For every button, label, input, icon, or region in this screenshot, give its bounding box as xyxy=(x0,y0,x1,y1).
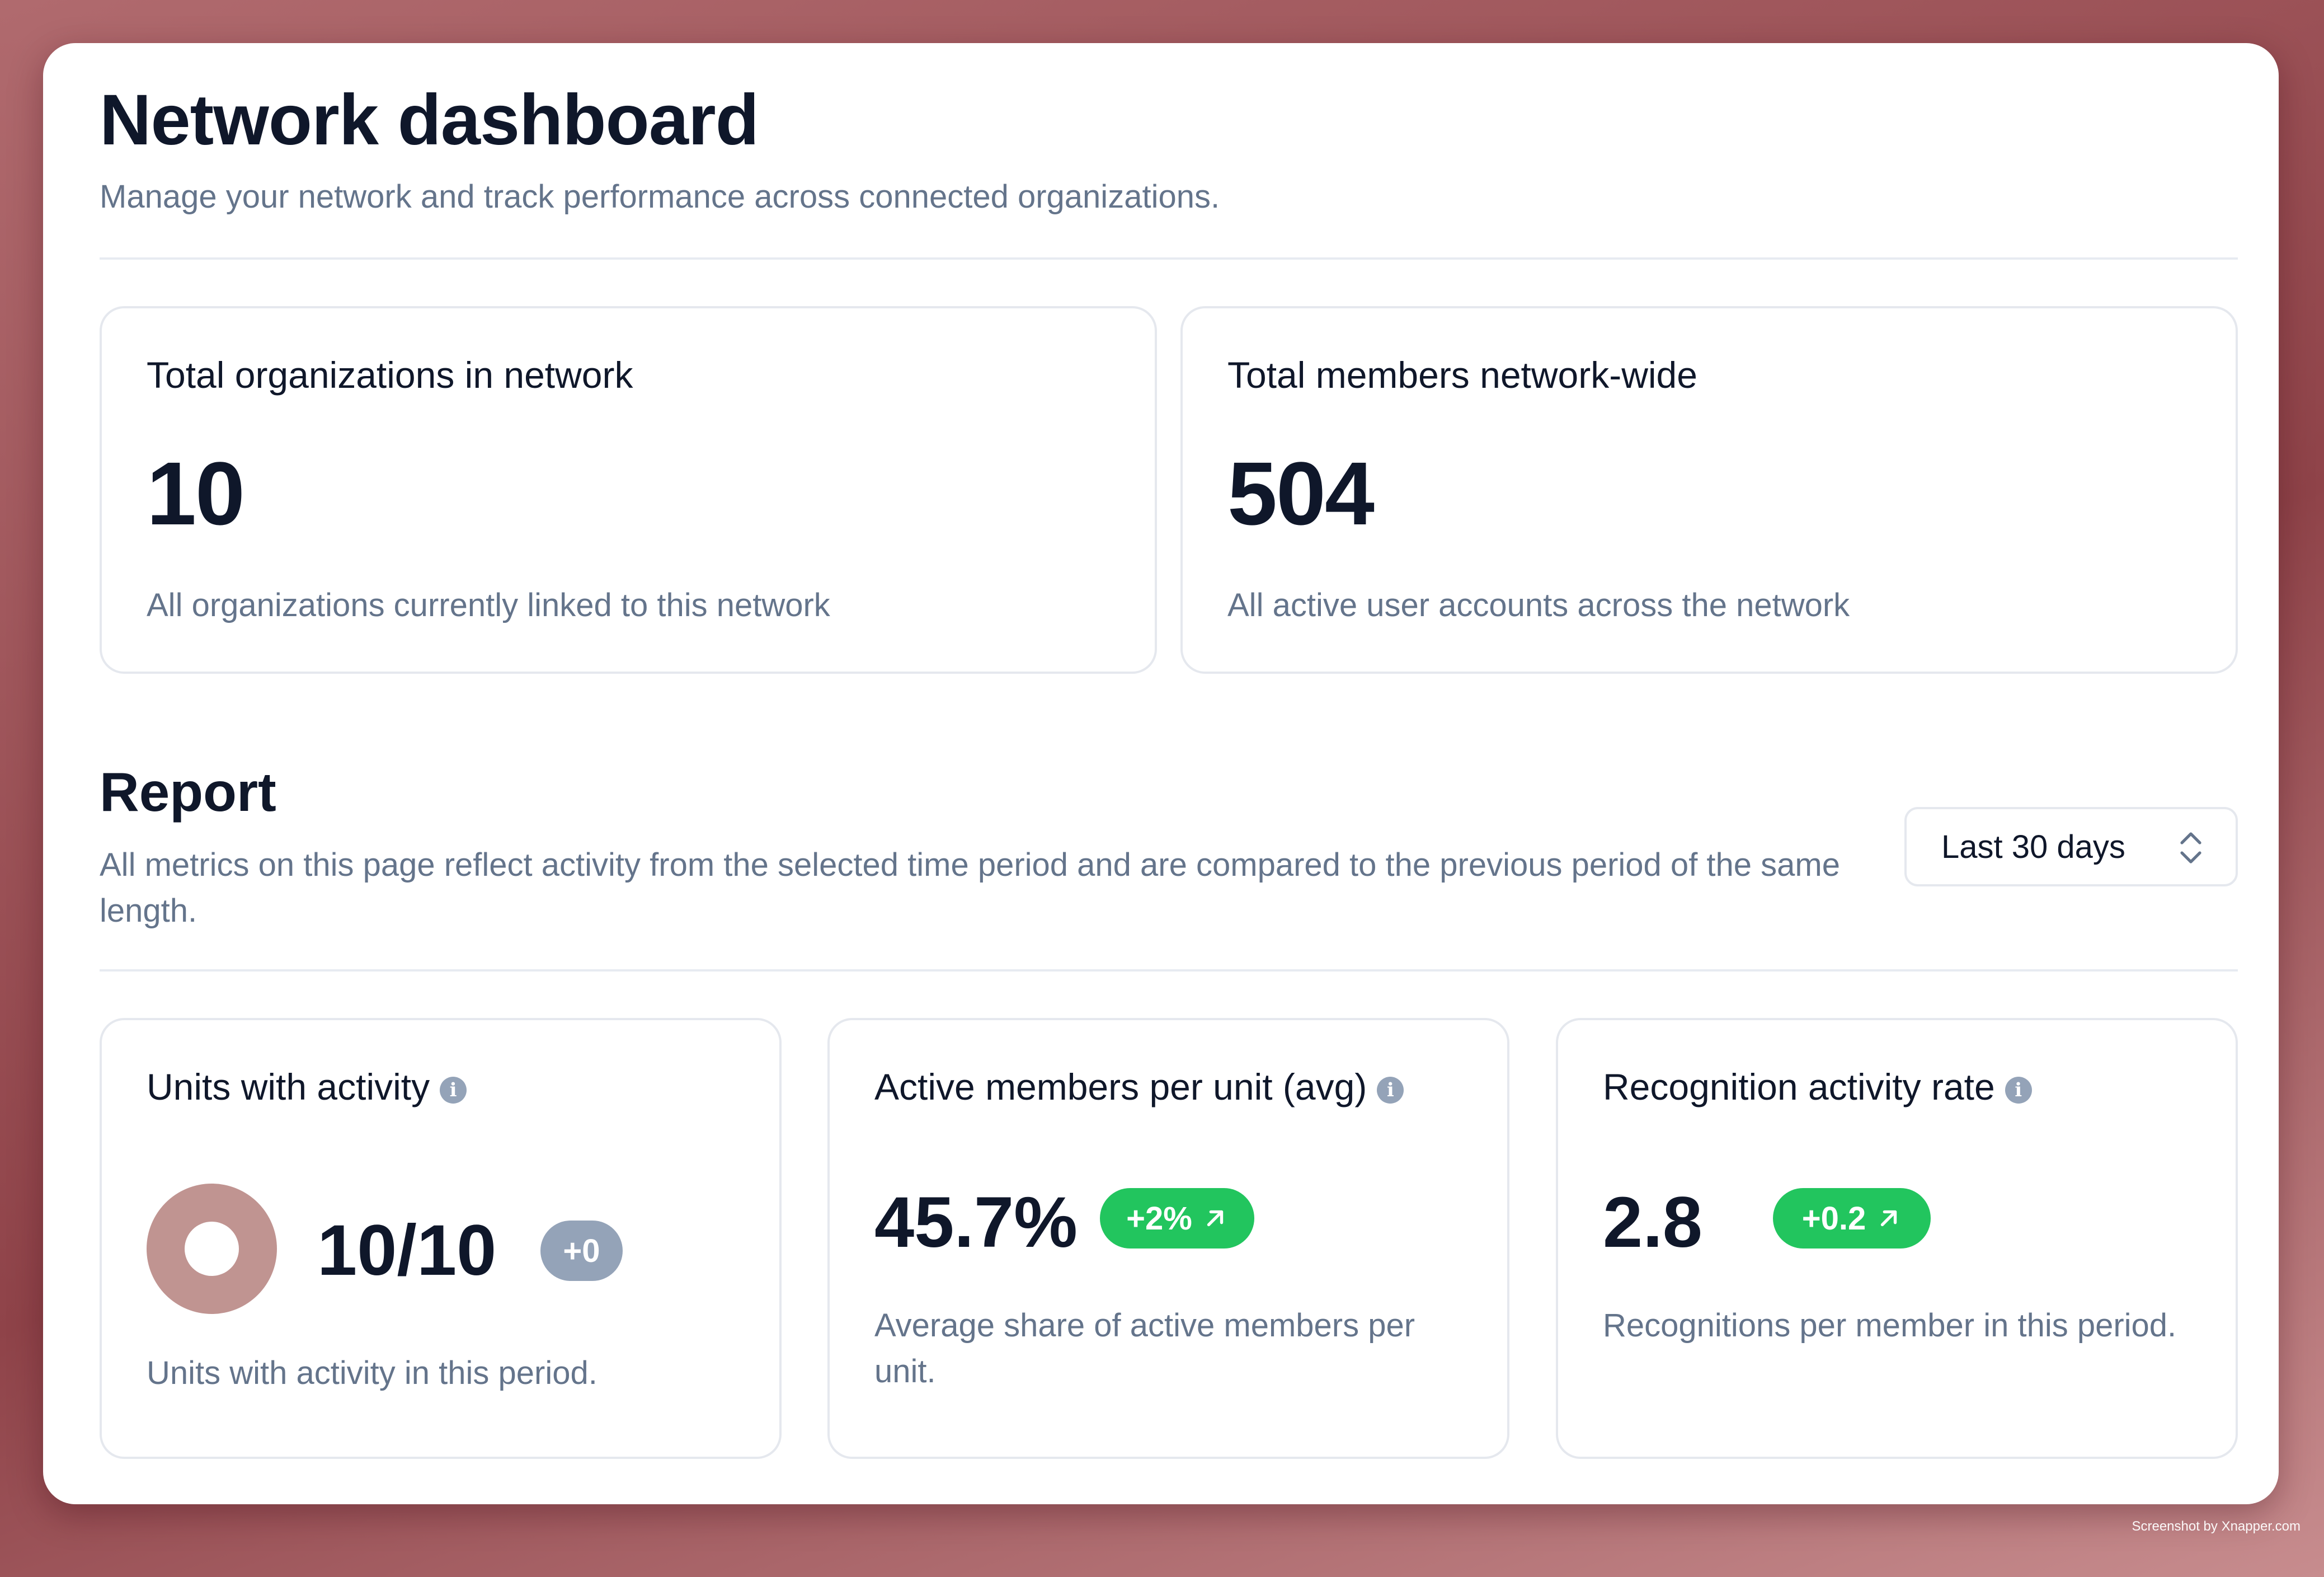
period-select-value: Last 30 days xyxy=(1941,828,2125,865)
metric-value: 45.7% xyxy=(874,1182,1078,1262)
metric-card-units-with-activity: Units with activity i 10/10 +0 Units with… xyxy=(100,1018,782,1459)
activity-donut-chart xyxy=(147,1184,277,1314)
card-title-text: Active members per unit (avg) xyxy=(874,1066,1367,1107)
summary-card-organizations: Total organizations in network 10 All or… xyxy=(100,306,1157,674)
metric-value: 2.8 xyxy=(1603,1182,1702,1262)
card-description: Units with activity in this period. xyxy=(147,1355,598,1391)
summary-card-members: Total members network-wide 504 All activ… xyxy=(1180,306,2238,674)
card-title: Total organizations in network xyxy=(147,354,633,396)
card-title: Recognition activity rate i xyxy=(1603,1065,2032,1109)
info-icon[interactable]: i xyxy=(2005,1076,2032,1104)
report-description: All metrics on this page reflect activit… xyxy=(100,847,1840,930)
change-badge-text: +2% xyxy=(1126,1200,1192,1237)
change-badge: +2% xyxy=(1100,1188,1254,1249)
watermark: Screenshot by Xnapper.com xyxy=(2132,1519,2301,1534)
card-title: Units with activity i xyxy=(147,1065,467,1109)
change-badge-text: +0.2 xyxy=(1801,1200,1866,1237)
page-title: Network dashboard xyxy=(100,80,759,160)
card-title-text: Units with activity xyxy=(147,1066,430,1107)
info-icon[interactable]: i xyxy=(440,1076,467,1104)
arrow-up-right-icon xyxy=(1881,1210,1897,1227)
period-select[interactable]: Last 30 days xyxy=(1904,807,2238,886)
dashboard-window: Network dashboard Manage your network an… xyxy=(43,43,2279,1504)
card-description: Average share of active members per unit… xyxy=(874,1307,1415,1390)
card-description: All organizations currently linked to th… xyxy=(147,587,830,623)
info-icon[interactable]: i xyxy=(1377,1076,1404,1104)
arrow-up-right-icon xyxy=(1207,1210,1224,1227)
change-badge: +0 xyxy=(540,1221,623,1281)
page-subtitle: Manage your network and track performanc… xyxy=(100,179,1220,215)
card-description: All active user accounts across the netw… xyxy=(1227,587,1850,623)
card-title: Active members per unit (avg) i xyxy=(874,1065,1404,1109)
metric-card-recognition-rate: Recognition activity rate i 2.8 +0.2 Reco… xyxy=(1556,1018,2238,1459)
card-value: 504 xyxy=(1227,443,1375,543)
header-divider xyxy=(100,257,2238,260)
card-description: Recognitions per member in this period. xyxy=(1603,1307,2177,1344)
metric-card-active-members: Active members per unit (avg) i 45.7% +2%… xyxy=(827,1018,1509,1459)
report-title: Report xyxy=(100,761,276,823)
card-value: 10 xyxy=(147,443,245,543)
card-title-text: Recognition activity rate xyxy=(1603,1066,1995,1107)
metric-value: 10/10 xyxy=(317,1210,497,1290)
card-title: Total members network-wide xyxy=(1227,354,1697,396)
change-badge: +0.2 xyxy=(1773,1188,1931,1249)
donut-hole xyxy=(185,1222,239,1276)
report-divider xyxy=(100,969,2238,971)
chevron-up-down-icon xyxy=(2180,832,2201,863)
